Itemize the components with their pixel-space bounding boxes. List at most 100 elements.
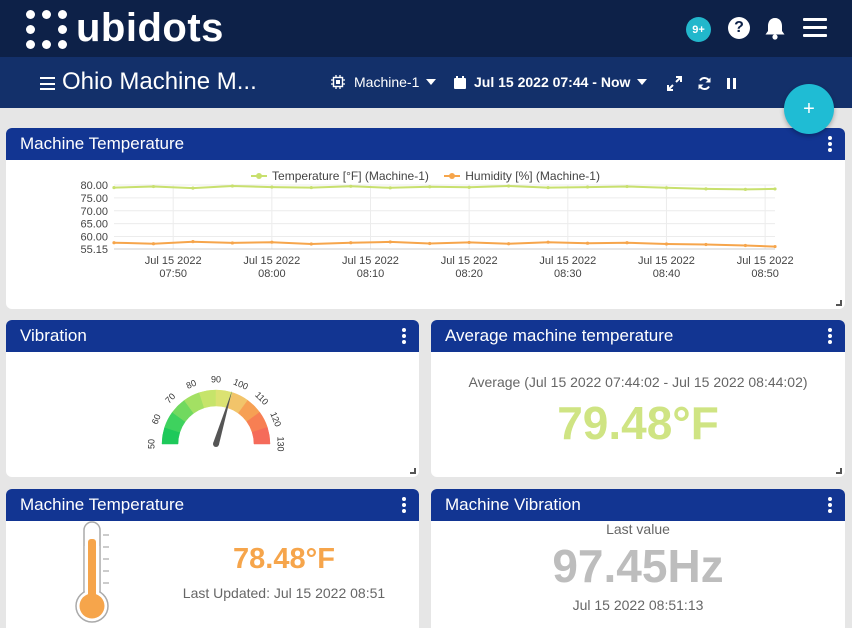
data-point [743, 243, 748, 248]
date-range-label: Jul 15 2022 07:44 - Now [474, 74, 631, 90]
data-point [507, 242, 511, 246]
data-point [151, 184, 156, 189]
x-tick-time: 08:50 [751, 268, 779, 280]
data-point [704, 242, 708, 247]
notification-count-badge[interactable]: 9+ [686, 17, 711, 42]
data-point [191, 186, 195, 190]
data-point [270, 240, 274, 244]
x-tick-time: 07:50 [159, 268, 187, 280]
more-options-icon[interactable] [828, 136, 832, 154]
dashboard-title[interactable]: Ohio Machine M... [62, 68, 257, 95]
machine-vibration-widget: Machine Vibration Last value 97.45Hz Jul… [431, 489, 845, 628]
data-point [230, 241, 234, 245]
data-point [428, 241, 432, 246]
gauge-tick-label: 120 [268, 410, 283, 428]
vibration-value: 97.45Hz [552, 540, 724, 592]
data-point [546, 185, 550, 190]
chevron-down-icon [426, 79, 437, 85]
data-point [388, 240, 392, 244]
dashboard-toolbar: Ohio Machine M... Machine-1 Jul 15 2022 … [0, 57, 852, 108]
resize-handle[interactable] [410, 468, 416, 474]
gauge-tick-label: 70 [163, 391, 177, 405]
thermometer-icon [75, 521, 109, 623]
more-options-icon[interactable] [402, 497, 406, 515]
x-tick-date: Jul 15 2022 [737, 255, 794, 267]
y-tick-label: 55.15 [80, 244, 108, 256]
calendar-icon [454, 75, 466, 89]
legend-swatch [444, 173, 461, 179]
widget-header: Machine Temperature [6, 489, 419, 521]
data-point [270, 185, 274, 189]
data-point [428, 185, 432, 189]
vibration-timestamp: Jul 15 2022 08:51:13 [572, 597, 704, 613]
widget-header: Machine Temperature [6, 128, 845, 160]
data-point [625, 184, 629, 189]
data-point [112, 185, 116, 190]
data-point [309, 185, 313, 190]
data-point [388, 186, 392, 190]
y-tick-label: 65.00 [80, 219, 108, 231]
y-tick-label: 80.00 [80, 180, 108, 192]
x-tick-time: 08:40 [653, 268, 681, 280]
help-icon[interactable]: ? [728, 17, 750, 39]
data-point [467, 240, 471, 245]
legend-label: Temperature [°F] (Machine-1) [272, 169, 429, 183]
series-line [113, 240, 776, 248]
data-point [585, 185, 590, 189]
data-point [112, 241, 116, 245]
ubidots-logo[interactable]: ubidots [24, 6, 224, 51]
resize-handle[interactable] [836, 300, 842, 306]
line-chart-widget: Machine Temperature Temperature [°F] (Ma… [6, 128, 845, 309]
logo-text: ubidots [76, 6, 224, 50]
date-range-selector[interactable]: Jul 15 2022 07:44 - Now [453, 74, 648, 90]
data-point [704, 187, 708, 191]
data-point [507, 184, 511, 188]
dashboard-list-icon[interactable] [40, 77, 55, 90]
more-options-icon[interactable] [828, 497, 832, 515]
gauge-tick-label: 110 [253, 390, 270, 407]
legend-item[interactable]: Humidity [%] (Machine-1) [444, 169, 600, 183]
more-options-icon[interactable] [828, 328, 832, 346]
data-point [349, 184, 353, 188]
data-point [546, 240, 550, 244]
resize-handle[interactable] [836, 468, 842, 474]
refresh-icon[interactable] [697, 76, 712, 91]
legend-item[interactable]: Temperature [°F] (Machine-1) [251, 169, 429, 183]
device-selector[interactable]: Machine-1 [330, 74, 437, 90]
gauge-band [251, 426, 271, 445]
data-point [664, 186, 669, 190]
gauge-tick-label: 130 [276, 436, 286, 451]
logo-dots-icon [24, 7, 70, 51]
pause-icon[interactable] [726, 77, 738, 90]
series-line [113, 184, 776, 191]
data-point [773, 187, 777, 191]
temperature-value: 78.48°F [233, 543, 335, 575]
gauge-tick-label: 60 [150, 413, 163, 426]
x-tick-date: Jul 15 2022 [145, 255, 202, 267]
vibration-gauge-widget: Vibration 50 60 70 80 90 100 110 120 130 [6, 320, 419, 477]
data-point [773, 244, 777, 249]
last-updated-text: Last Updated: Jul 15 2022 08:51 [182, 585, 386, 601]
data-point [625, 241, 629, 245]
fullscreen-icon[interactable] [667, 76, 682, 91]
gauge-tick-label: 80 [185, 378, 198, 391]
more-options-icon[interactable] [402, 328, 406, 346]
x-tick-time: 08:30 [554, 268, 582, 280]
data-point [664, 242, 669, 246]
legend-label: Humidity [%] (Machine-1) [465, 169, 600, 183]
widget-title: Machine Temperature [20, 495, 185, 514]
data-point [151, 242, 156, 246]
bell-icon[interactable] [764, 16, 786, 40]
widget-title: Average machine temperature [445, 326, 674, 345]
main-menu-icon[interactable] [803, 18, 827, 38]
widget-title: Machine Temperature [20, 134, 185, 153]
gauge-tick-label: 90 [211, 374, 221, 384]
y-tick-label: 60.00 [80, 232, 108, 244]
widget-title: Machine Vibration [445, 495, 581, 514]
data-point [467, 185, 471, 189]
x-tick-date: Jul 15 2022 [638, 255, 695, 267]
add-widget-button[interactable]: + [784, 84, 834, 134]
average-value: 79.48°F [557, 397, 719, 449]
